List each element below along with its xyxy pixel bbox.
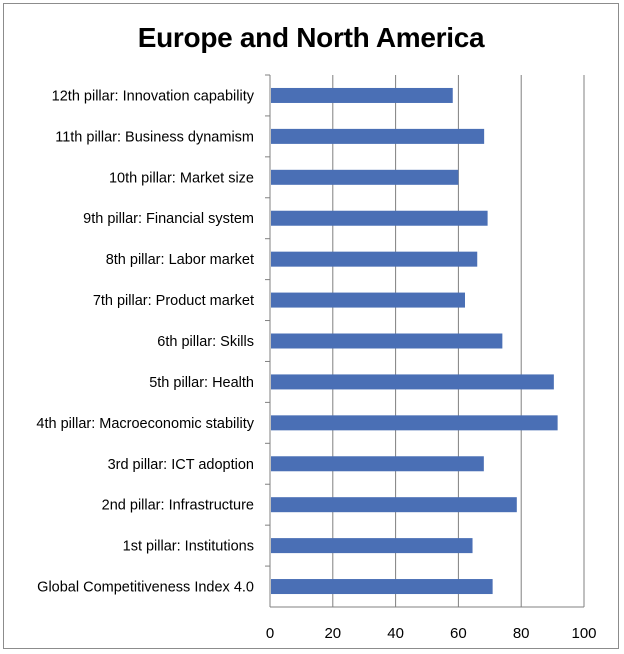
category-label: 8th pillar: Labor market [106, 252, 254, 268]
bar [271, 333, 503, 349]
chart-title: Europe and North America [137, 22, 485, 53]
x-tick-label: 20 [324, 625, 341, 642]
x-tick-label: 100 [571, 625, 596, 642]
bar [271, 538, 473, 554]
category-label: 10th pillar: Market size [109, 170, 254, 186]
bar [271, 169, 459, 185]
bar [271, 456, 484, 472]
x-tick-label: 0 [266, 625, 274, 642]
bar [271, 210, 488, 226]
category-label: 3rd pillar: ICT adoption [108, 457, 254, 473]
category-label: 11th pillar: Business dynamism [55, 129, 254, 145]
category-label: 5th pillar: Health [149, 375, 254, 391]
category-label: 1st pillar: Institutions [123, 539, 254, 555]
bar [271, 128, 485, 144]
bar [271, 579, 493, 595]
x-tick-label: 60 [450, 625, 467, 642]
category-label: 12th pillar: Innovation capability [52, 88, 255, 104]
category-label: 6th pillar: Skills [157, 334, 254, 350]
category-label: 2nd pillar: Infrastructure [102, 498, 254, 514]
bar [271, 251, 478, 267]
bar [271, 497, 517, 513]
bar [271, 87, 453, 103]
category-label: 9th pillar: Financial system [83, 211, 254, 227]
bar [271, 415, 558, 431]
bar [271, 292, 465, 308]
category-label: 4th pillar: Macroeconomic stability [36, 416, 254, 432]
x-tick-label: 40 [387, 625, 404, 642]
category-label: Global Competitiveness Index 4.0 [37, 580, 254, 596]
category-label: 7th pillar: Product market [93, 293, 254, 309]
x-tick-label: 80 [513, 625, 530, 642]
bar [271, 374, 554, 390]
